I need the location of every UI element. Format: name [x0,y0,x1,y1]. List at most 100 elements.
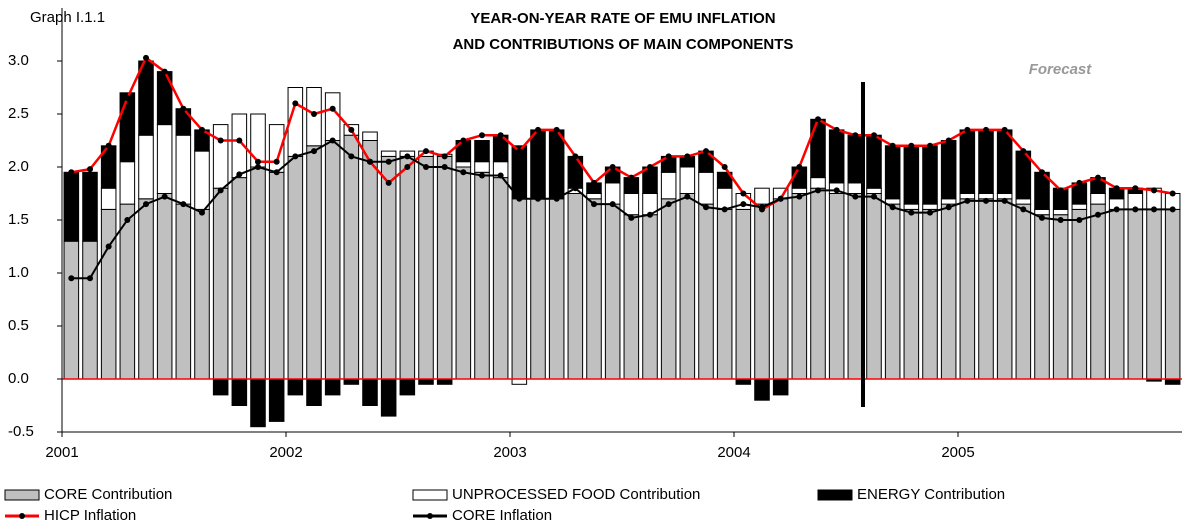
bar [903,145,920,205]
point [815,187,821,194]
legend-swatch [817,489,853,501]
point [105,243,112,250]
y-tick-label: 2.5 [8,105,29,122]
legend-swatch [4,489,40,501]
bar [156,124,173,194]
bar [567,155,584,189]
bar [660,198,677,380]
point [721,206,728,213]
bar [567,193,584,380]
bar [996,129,1013,194]
point [1020,206,1027,213]
legend-swatch [19,513,25,519]
bar [380,150,397,157]
point [964,126,971,133]
bar [343,378,360,385]
point [665,201,672,208]
bar [1034,208,1050,216]
bar [362,140,378,380]
bar [1108,208,1125,380]
point [68,169,75,176]
point [255,158,261,165]
bar [586,193,602,200]
bar [866,187,882,194]
bar [1052,214,1069,380]
bar [698,171,714,205]
point [908,142,915,149]
point [945,204,952,211]
bar [212,187,229,380]
point [1169,190,1176,197]
point [703,148,709,155]
bar [343,134,360,380]
bar [884,145,901,200]
bar [212,378,229,396]
point [740,190,747,197]
point [684,153,691,160]
point [796,164,803,170]
point [516,195,523,202]
bar [418,155,434,380]
bar [1090,193,1106,205]
bar [679,193,696,380]
bar [194,208,210,380]
legend-swatch [412,489,448,501]
point [516,148,523,155]
y-tick-label: 1.0 [8,264,29,281]
point [1039,214,1045,221]
point [1057,187,1064,194]
x-tick-label: 2004 [717,444,750,461]
bar [586,198,602,380]
point [1132,206,1139,213]
bar [175,203,192,380]
point [591,201,597,208]
bar [754,187,770,205]
bar [866,193,882,380]
bar [828,193,845,380]
bar [436,378,453,385]
point [796,193,803,200]
point [292,100,299,107]
point [1001,197,1008,204]
legend-label: UNPROCESSED FOOD Contribution [452,486,700,503]
y-tick-label: 2.0 [8,158,29,175]
bar [940,140,957,200]
point [273,158,280,165]
point [1169,206,1176,213]
bar [810,177,826,189]
bar [324,140,341,380]
bar [548,198,565,380]
point [124,217,131,223]
point [404,153,411,160]
bar [847,193,864,380]
bar [268,378,285,422]
point [180,201,187,208]
bar [324,378,341,396]
bar [810,187,826,380]
bar [735,208,752,380]
point [572,185,579,192]
bar [287,378,304,396]
bar [754,203,770,380]
point [889,142,896,149]
x-tick-label: 2003 [493,444,526,461]
bar [119,161,136,205]
point [460,169,467,176]
bar [1071,203,1088,210]
bar [716,208,733,380]
point [329,137,336,144]
point [497,172,504,179]
bar [399,378,416,396]
point [404,164,411,170]
bar [380,155,397,380]
bar [119,203,136,380]
bar [380,378,397,417]
point [1095,174,1101,181]
bar [212,124,229,189]
point [833,187,840,194]
bar [716,187,733,210]
point [665,153,672,160]
point [385,158,392,165]
bar [791,193,808,380]
bar [100,208,117,380]
